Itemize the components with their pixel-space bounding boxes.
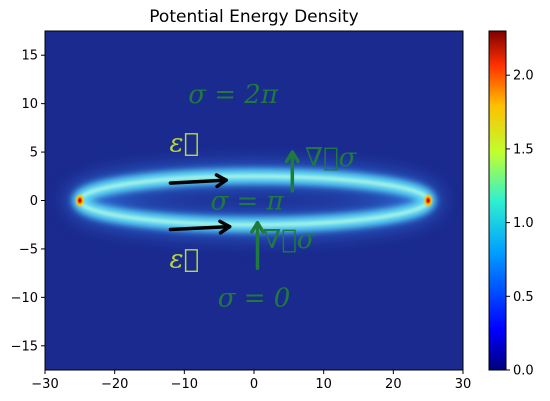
x-tick-label: −10: [171, 377, 198, 392]
annotation-text: σ = π: [210, 187, 284, 217]
x-tick-label: −20: [101, 377, 128, 392]
annotation-text: ∇⃗σ: [305, 143, 358, 173]
x-tick-label: 10: [315, 377, 332, 392]
annotation-text: σ = 0: [218, 283, 291, 313]
y-tick-label: −5: [19, 242, 38, 257]
y-tick-label: 10: [21, 97, 38, 112]
plot-area: σ = 2π σ = π σ = 0 ε⃗ ε⃗ ∇⃗σ ∇⃗σ: [45, 31, 463, 370]
peak-hotspot: [423, 193, 434, 208]
y-tick-label: 5: [30, 146, 38, 161]
y-axis: −15 −10 −5 0 5 10 15: [11, 49, 45, 354]
annotation-text: ∇⃗σ: [263, 225, 316, 255]
x-axis: −30 −20 −10 0 10 20 30: [31, 370, 471, 392]
arrow-head: [249, 221, 265, 234]
colorbar-axis: 0.0 0.5 1.0 1.5 2.0: [506, 69, 534, 379]
colorbar-tick-label: 1.0: [513, 216, 534, 231]
annotation-text: ε⃗: [170, 128, 200, 158]
heatmap-background: [45, 31, 463, 370]
arrow-head: [218, 219, 232, 235]
colorbar: [488, 30, 507, 371]
colorbar-tick-label: 2.0: [513, 69, 534, 84]
arrow-shaft: [168, 178, 228, 185]
x-tick-label: 20: [385, 377, 402, 392]
colorbar-tick-label: 0.5: [513, 290, 534, 305]
y-tick-label: 0: [30, 194, 38, 209]
annotation-text: ε⃗: [170, 245, 200, 275]
x-tick-label: −30: [31, 377, 58, 392]
y-tick-label: 15: [21, 49, 38, 64]
colorbar-tick-label: 1.5: [513, 142, 534, 157]
x-tick-label: 0: [250, 377, 258, 392]
y-tick-label: −10: [11, 291, 38, 306]
y-tick-label: −15: [11, 339, 38, 354]
x-tick-label: 30: [455, 377, 472, 392]
arrow-head: [284, 150, 300, 164]
annotations: σ = 2π σ = π σ = 0 ε⃗ ε⃗ ∇⃗σ ∇⃗σ: [168, 80, 358, 313]
colorbar-tick-label: 0.0: [513, 364, 534, 379]
peak-hotspot: [74, 193, 85, 208]
chart-title: Potential Energy Density: [149, 7, 358, 27]
annotation-text: σ = 2π: [188, 80, 279, 110]
energy-peaks: [74, 193, 434, 208]
arrow-shaft: [168, 224, 232, 232]
arrow-head: [214, 173, 228, 189]
